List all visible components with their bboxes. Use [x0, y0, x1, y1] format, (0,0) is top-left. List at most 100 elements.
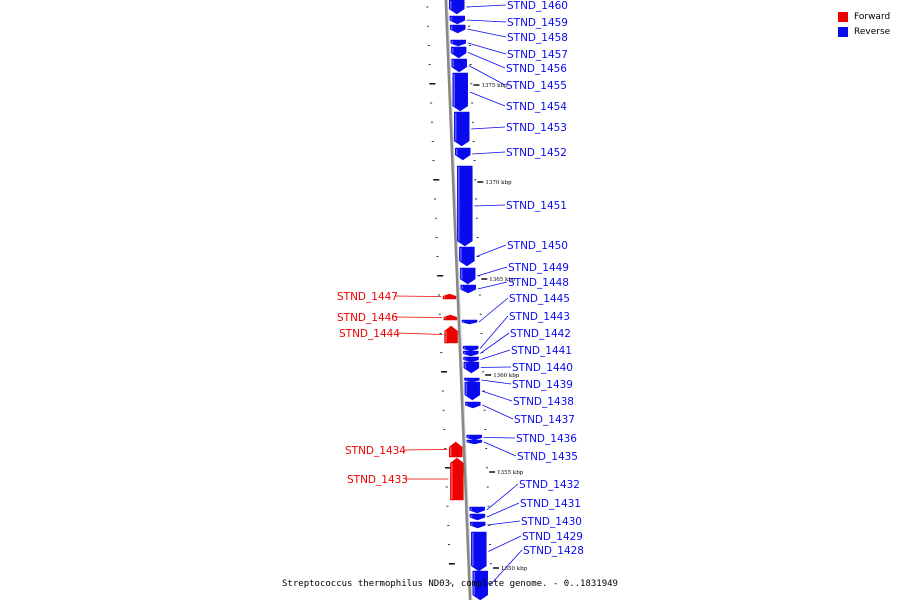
scale-label: 1375 kbp — [481, 83, 508, 89]
gene-arrow-stnd_1448 — [460, 284, 476, 294]
gene-connector — [468, 65, 506, 86]
gene-label-stnd_1453: STND_1453 — [506, 122, 567, 134]
gene-arrow-stnd_1436 — [466, 434, 482, 441]
gene-connector — [489, 549, 523, 586]
gene-label-stnd_1429: STND_1429 — [522, 531, 583, 543]
gene-arrow-stnd_1431 — [469, 513, 486, 521]
backbone-highlight — [447, 0, 473, 600]
gene-connector — [477, 281, 508, 290]
gene-labels: STND_1460 STND_1459 STND_1458 STND_1457 STND… — [337, 0, 584, 586]
scale-labels: 1375 kbp 1370 kbp 1365 kbp 1360 kbp 1355 kbp… — [473, 83, 528, 572]
gene-label-stnd_1458: STND_1458 — [507, 32, 568, 44]
gene-label-stnd_1449: STND_1449 — [508, 262, 569, 274]
gene-arrow-stnd_1433 — [450, 457, 464, 501]
gene-label-stnd_1438: STND_1438 — [513, 396, 574, 408]
gene-connector — [483, 437, 516, 439]
gene-arrow-stnd_1440 — [463, 361, 480, 374]
gene-connector — [467, 42, 507, 55]
backbone-line — [444, 0, 472, 600]
gene-label-stnd_1454: STND_1454 — [506, 101, 567, 113]
gene-arrow-stnd_1430 — [470, 521, 486, 529]
gene-connector — [481, 379, 512, 385]
gene-label-stnd_1441: STND_1441 — [511, 345, 572, 357]
gene-arrow-stnd_1450 — [459, 246, 475, 267]
reverse-swatch — [838, 26, 848, 37]
gene-label-stnd_1447: STND_1447 — [337, 291, 398, 303]
gene-connector — [483, 441, 517, 457]
gene-connector — [466, 4, 507, 8]
gene-arrow-stnd_1453 — [453, 111, 470, 147]
gene-connector — [480, 366, 512, 368]
gene-label-stnd_1450: STND_1450 — [507, 240, 568, 252]
gene-connector — [474, 204, 506, 207]
gene-connector — [394, 295, 442, 297]
gene-connector — [480, 332, 510, 354]
gene-connector — [487, 520, 521, 526]
gene-label-stnd_1436: STND_1436 — [516, 433, 577, 445]
gene-arrow-stnd_1428 — [472, 570, 488, 600]
gene-arrow-stnd_1449 — [459, 267, 476, 285]
legend-reverse: Reverse — [838, 24, 890, 39]
gene-label-stnd_1459: STND_1459 — [507, 17, 568, 29]
gene-label-stnd_1440: STND_1440 — [512, 362, 573, 374]
gene-label-stnd_1439: STND_1439 — [512, 379, 573, 391]
gene-label-stnd_1442: STND_1442 — [510, 328, 571, 340]
gene-arrow-stnd_1460 — [449, 0, 465, 15]
gene-label-stnd_1431: STND_1431 — [520, 498, 581, 510]
gene-arrow-stnd_1441 — [463, 356, 479, 363]
gene-connector — [402, 449, 448, 451]
gene-label-stnd_1460: STND_1460 — [507, 0, 568, 12]
gene-arrow-stnd_1447 — [442, 293, 457, 300]
gene-arrow-stnd_1432 — [469, 506, 485, 514]
genome-caption: Streptococcus thermophilus ND03, complet… — [282, 579, 618, 589]
gene-label-stnd_1445: STND_1445 — [509, 293, 570, 305]
gene-arrow-stnd_1438 — [464, 381, 481, 401]
gene-label-stnd_1451: STND_1451 — [506, 200, 567, 212]
gene-connector — [479, 315, 509, 349]
legend: Forward Reverse — [838, 9, 890, 39]
gene-connector — [486, 483, 519, 511]
gene-label-stnd_1455: STND_1455 — [506, 80, 567, 92]
gene-arrow-stnd_1451 — [457, 165, 473, 247]
gene-connector — [466, 19, 507, 23]
gene-arrow-stnd_1439 — [464, 377, 480, 383]
legend-reverse-label: Reverse — [854, 26, 891, 37]
gene-connector — [469, 91, 506, 107]
gene-arrow-stnd_1459 — [449, 15, 466, 25]
gene-connector — [472, 151, 506, 155]
gene-arrow-stnd_1437 — [465, 401, 481, 409]
gene-connector — [476, 244, 507, 257]
gene-label-stnd_1448: STND_1448 — [508, 277, 569, 289]
gene-features — [442, 0, 488, 600]
gene-arrow-stnd_1445 — [461, 319, 478, 325]
gene-arrow-stnd_1458 — [449, 24, 466, 34]
gene-arrow-stnd_1435 — [466, 439, 483, 445]
gene-connector — [482, 404, 514, 420]
gene-arrow-stnd_1446 — [443, 314, 458, 321]
gene-arrow-stnd_1429 — [471, 531, 487, 572]
gene-connector — [394, 316, 442, 318]
gene-arrow-stnd_1444 — [444, 325, 458, 344]
gene-connector — [486, 502, 520, 518]
scale-label: 1350 kbp — [501, 566, 528, 572]
gene-arrow-stnd_1452 — [454, 147, 471, 161]
gene-label-stnd_1434: STND_1434 — [345, 445, 406, 457]
gene-arrow-stnd_1455 — [451, 58, 467, 73]
gene-label-stnd_1446: STND_1446 — [337, 312, 398, 324]
gene-label-stnd_1428: STND_1428 — [523, 545, 584, 557]
gene-arrow-stnd_1443 — [462, 345, 479, 352]
gene-arrow-stnd_1456 — [450, 46, 467, 59]
gene-arrow-stnd_1457 — [450, 39, 466, 47]
gene-label-stnd_1443: STND_1443 — [509, 311, 570, 323]
gene-connector — [467, 28, 507, 38]
tick-marks — [426, 6, 493, 584]
gene-connector — [467, 52, 506, 69]
gene-arrow-stnd_1434 — [448, 441, 463, 458]
gene-label-stnd_1430: STND_1430 — [521, 516, 582, 528]
gene-arrow-stnd_1454 — [452, 72, 468, 112]
scale-label: 1365 kbp — [489, 277, 516, 283]
gene-connector — [488, 535, 522, 552]
gene-connector — [477, 266, 508, 277]
forward-swatch — [838, 11, 848, 22]
